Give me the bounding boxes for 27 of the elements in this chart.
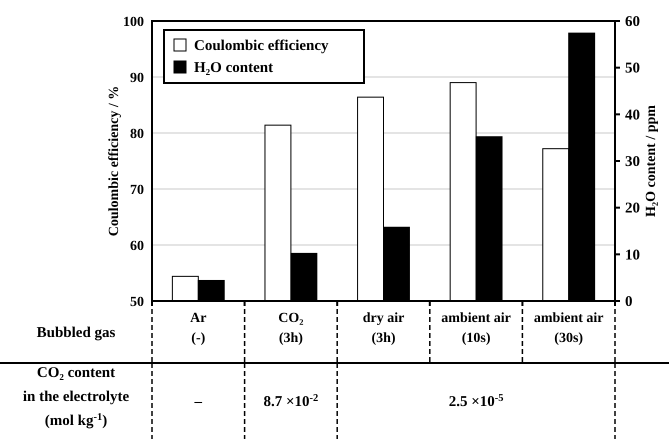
y-tick-label: 100 — [123, 15, 144, 30]
legend-label: H₂O content — [194, 60, 274, 76]
y-tick-label: 70 — [130, 183, 144, 198]
y-axis-title: Coulombic efficiency / % — [107, 86, 122, 236]
y2-axis-title: H₂O content / ppm — [644, 104, 659, 217]
y2-tick-label: 60 — [625, 14, 640, 30]
x-tick-label: CO₂ (3h) — [278, 311, 304, 346]
x-tick-label: Ar (-) — [190, 311, 206, 346]
text: – — [194, 394, 203, 410]
legend-label: Coulombic efficiency — [194, 38, 330, 54]
y-tick-label: 80 — [130, 127, 144, 142]
y2-tick-label: 40 — [625, 107, 640, 124]
y-tick-label: 60 — [130, 239, 144, 254]
x-tick-label: ambient air (10s) — [441, 311, 511, 346]
x-tick-label: dry air (3h) — [362, 311, 404, 346]
y2-tick-label: 0 — [625, 294, 632, 310]
y2-tick-label: 50 — [625, 60, 640, 77]
x-axis-title: Bubbled gas — [36, 325, 116, 341]
y2-tick-label: 10 — [625, 247, 640, 264]
y2-tick-label: 20 — [625, 200, 640, 217]
text: CO₂ content in the electrolyte (mol kg$^{-1}$) — [22, 365, 130, 429]
text: 2.5 ×10$^{-5}$ — [448, 392, 504, 410]
y2-tick-label: 30 — [625, 154, 640, 170]
y-tick-label: 50 — [130, 295, 144, 310]
y-tick-label: 90 — [130, 71, 144, 86]
text: 8.7 ×10$^{-2}$ — [263, 392, 318, 410]
x-tick-label: ambient air (30s) — [534, 311, 604, 346]
